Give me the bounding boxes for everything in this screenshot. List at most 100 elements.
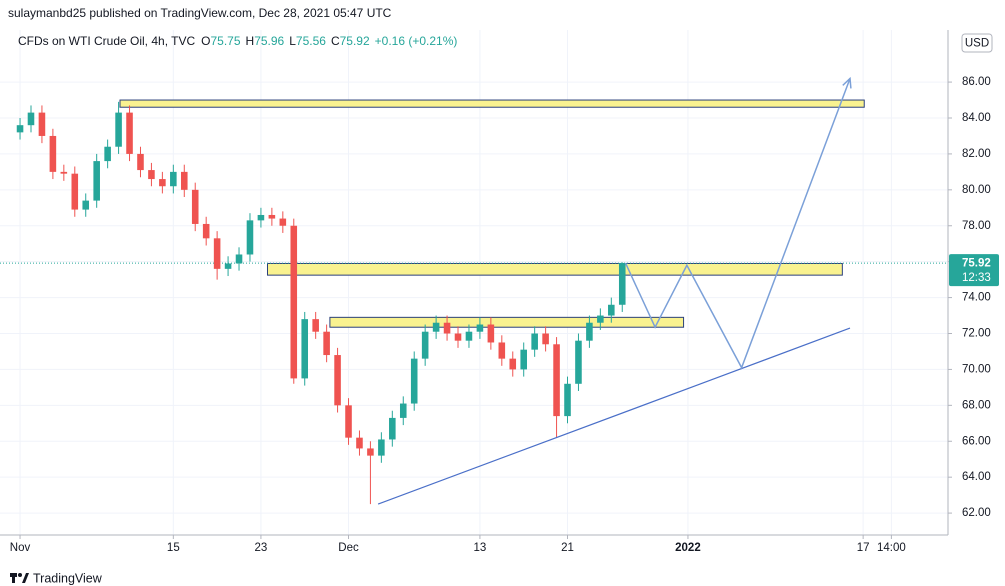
plot: [0, 76, 948, 505]
candle-body: [268, 214, 276, 219]
y-tick-label: 66.00: [962, 435, 991, 447]
x-tick-label: Nov: [10, 542, 31, 554]
x-tick-label: 2022: [675, 542, 701, 554]
candle-body: [16, 125, 24, 133]
y-tick-label: 80.00: [962, 184, 991, 196]
candle-body: [542, 333, 549, 345]
y-tick-label: 68.00: [962, 399, 991, 411]
zone: [266, 262, 843, 276]
publish-header: sulaymanbd25 published on TradingView.co…: [8, 6, 392, 20]
candle-body: [531, 333, 538, 350]
candle-body: [279, 218, 287, 226]
candle-body: [27, 112, 35, 126]
legend-item: 75.75: [211, 34, 241, 48]
candle-body: [575, 340, 582, 384]
candle-body: [345, 405, 352, 438]
candle-body: [356, 437, 363, 449]
candle-body: [71, 173, 79, 210]
y-tick-label: 64.00: [962, 471, 991, 483]
candle-body: [104, 146, 111, 162]
candle-body: [246, 220, 254, 255]
candle-body: [224, 263, 232, 269]
candle-body: [520, 349, 527, 370]
last-price-box: [949, 254, 999, 287]
candle-body: [553, 344, 560, 417]
candle-body: [421, 331, 429, 359]
trend-line: [377, 327, 851, 505]
candle-body: [38, 112, 46, 136]
candle-body: [608, 304, 615, 316]
y-tick-label: 78.00: [962, 220, 991, 232]
x-tick-label: Dec: [338, 542, 359, 554]
candle-body: [597, 315, 604, 323]
legend-item: L: [289, 34, 296, 48]
y-tick-label: 74.00: [962, 292, 991, 304]
candle-body: [49, 135, 57, 172]
candle-body: [82, 200, 90, 210]
candle-body: [115, 112, 122, 147]
currency-box[interactable]: [961, 33, 993, 53]
y-tick-label: 82.00: [962, 148, 991, 160]
candle-body: [202, 223, 210, 239]
candle-body: [93, 161, 100, 201]
x-tick-label: 14:00: [877, 542, 906, 554]
candle-body: [443, 322, 451, 334]
candle-body: [334, 355, 341, 406]
y-tick-label: 70.00: [962, 363, 991, 375]
candle-body: [323, 331, 330, 356]
legend-item: H: [246, 34, 255, 48]
legend-item: 75.96: [254, 34, 284, 48]
legend-item: O: [201, 34, 210, 48]
x-tick-label: 15: [167, 542, 180, 554]
candle-body: [148, 170, 155, 180]
candle-body: [213, 238, 221, 269]
candle-body: [367, 448, 374, 456]
grid: [0, 30, 948, 535]
candle-body: [170, 171, 177, 187]
candle-body: [312, 319, 319, 332]
x-tick-label: 21: [561, 542, 574, 554]
candle-body: [159, 179, 166, 187]
candle-body: [137, 153, 144, 171]
candle-body: [290, 225, 298, 379]
legend-item: 75.92: [340, 34, 370, 48]
candle-body: [378, 439, 385, 456]
footer-brand: TradingView: [33, 571, 103, 585]
candle-body: [465, 331, 473, 341]
last-price-label: 75.92: [962, 258, 991, 270]
countdown: 12:33: [962, 272, 991, 284]
candle-body: [454, 333, 462, 341]
candle-body: [586, 322, 593, 341]
y-tick-label: 72.00: [962, 328, 991, 340]
candle-body: [618, 263, 626, 305]
legend-item: CFDs on WTI Crude Oil, 4h, TVC: [18, 34, 195, 48]
y-tick-label: 86.00: [962, 76, 991, 88]
x-tick-label: 17: [857, 542, 870, 554]
arrow-head: [842, 76, 852, 89]
candle-body: [60, 171, 68, 174]
candle-body: [399, 403, 407, 418]
candle-body: [564, 383, 571, 417]
candle-body: [126, 112, 133, 154]
y-tick-label: 62.00: [962, 507, 991, 519]
candle-body: [487, 324, 495, 343]
zone: [329, 316, 685, 328]
legend-item: C: [331, 34, 340, 48]
candle-body: [498, 342, 506, 359]
tradingview-logo: [10, 573, 29, 583]
legend-item: +0.16 (+0.21%): [375, 34, 458, 48]
x-tick-label: 13: [474, 542, 487, 554]
candle-body: [476, 324, 484, 332]
zone: [119, 99, 865, 108]
candle-body: [509, 358, 517, 370]
candle-body: [191, 189, 199, 224]
candle-body: [389, 417, 396, 440]
candle-body: [235, 254, 243, 264]
candle-body: [432, 322, 440, 332]
projection-path: [624, 78, 851, 370]
legend-item: 75.56: [296, 34, 326, 48]
candle-body: [410, 358, 418, 404]
